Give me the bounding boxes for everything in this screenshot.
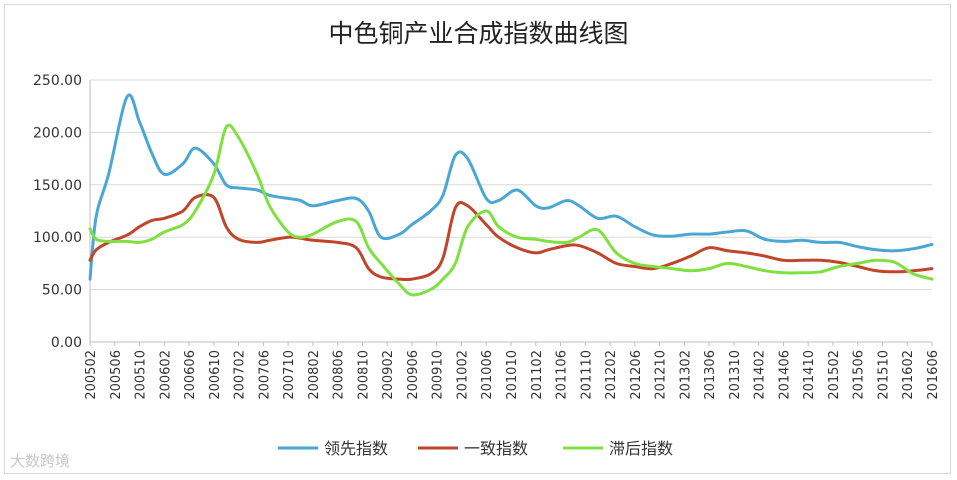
x-tick-label: 200802 <box>307 350 322 400</box>
x-tick-label: 201102 <box>530 350 545 400</box>
legend-label: 滞后指数 <box>609 439 673 458</box>
x-tick-label: 201002 <box>455 350 470 400</box>
y-tick-label: 50.00 <box>42 283 82 299</box>
x-tick-label: 201010 <box>505 350 520 400</box>
x-tick-label: 200902 <box>381 350 396 400</box>
series-lines <box>88 93 934 297</box>
x-tick-label: 201502 <box>827 350 842 400</box>
y-tick-labels: 0.00 50.00 100.00 150.00 200.00 250.00 <box>33 73 82 351</box>
x-tick-label: 200706 <box>257 350 272 400</box>
grid-lines <box>90 79 932 343</box>
x-tick-label: 201510 <box>876 350 891 400</box>
y-tick-label: 100.00 <box>33 230 82 246</box>
x-tick-label: 201302 <box>678 350 693 400</box>
x-tick-label: 201210 <box>654 350 669 400</box>
x-tick-label: 201506 <box>852 350 867 400</box>
series-line-1 <box>88 93 934 281</box>
chart-title: 中色铜产业合成指数曲线图 <box>328 19 629 48</box>
x-tick-label: 201206 <box>629 350 644 400</box>
x-tick-label: 201406 <box>777 350 792 400</box>
x-tick-label: 201410 <box>802 350 817 400</box>
x-tick-label: 200506 <box>109 350 124 400</box>
x-tick-label: 200606 <box>183 350 198 400</box>
x-tick-label: 200710 <box>282 350 297 400</box>
y-tick-label: 200.00 <box>33 125 82 141</box>
x-tick-label: 201202 <box>604 350 619 400</box>
series-line-2 <box>88 193 934 282</box>
x-tick-label: 200906 <box>406 350 421 400</box>
x-tick-label: 201110 <box>579 350 594 400</box>
x-tick-label: 201402 <box>753 350 768 400</box>
x-tick-label: 200510 <box>134 350 149 400</box>
x-tick-label: 201106 <box>555 350 570 400</box>
watermark-text: 大数跨境 <box>10 452 71 470</box>
x-tick-label: 201602 <box>901 350 916 400</box>
legend: 领先指数 一致指数 滞后指数 <box>278 439 673 458</box>
x-tick-label: 200806 <box>332 350 347 400</box>
x-tick-label: 201606 <box>926 350 941 400</box>
x-tick-label: 200910 <box>431 350 446 400</box>
x-tick-label: 200502 <box>84 350 99 400</box>
x-tick-label: 201006 <box>480 350 495 400</box>
x-tick-label: 200810 <box>356 350 371 400</box>
chart-frame <box>4 4 951 474</box>
x-tick-label: 201310 <box>728 350 743 400</box>
y-tick-label: 0.00 <box>51 335 82 351</box>
x-tick-label: 201306 <box>703 350 718 400</box>
x-tick-label: 200702 <box>233 350 248 400</box>
axes <box>89 80 933 346</box>
legend-label: 领先指数 <box>324 439 388 458</box>
y-tick-label: 150.00 <box>33 178 82 194</box>
x-tick-labels: 200502 200506 200510 200602 200606 200610 2007… <box>84 350 941 400</box>
x-tick-label: 200610 <box>208 350 223 400</box>
y-tick-label: 250.00 <box>33 73 82 89</box>
series-line-3 <box>88 123 934 297</box>
x-tick-label: 200602 <box>158 350 173 400</box>
legend-label: 一致指数 <box>464 439 528 458</box>
